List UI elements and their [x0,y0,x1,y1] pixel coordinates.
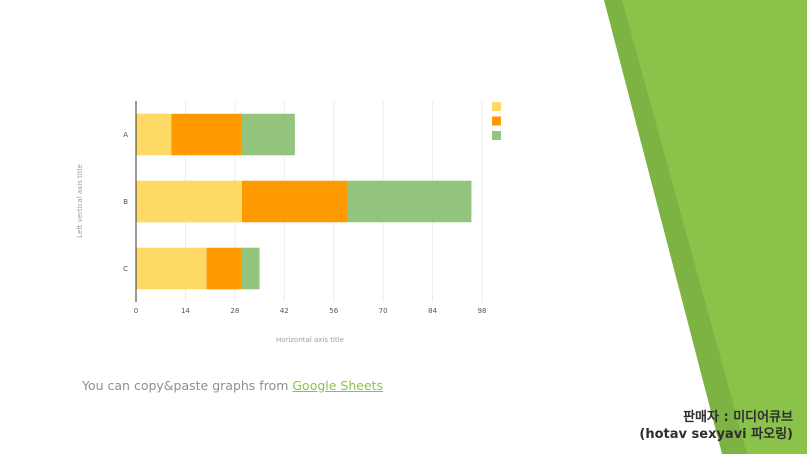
bar-segment-B-3 [347,180,472,223]
x-tick-label: 14 [181,307,190,315]
bar-segment-A-1 [136,113,172,156]
y-tick-label: C [123,265,128,273]
light-green-stripe [622,0,807,454]
x-tick-label: 84 [428,307,437,315]
x-tick-label: 0 [134,307,138,315]
legend-swatch-2 [492,116,501,126]
x-tick-label: 70 [379,307,388,315]
x-axis-title: Horizontal axis title [276,336,344,344]
caption-text: You can copy&paste graphs from [82,378,293,393]
bar-segment-C-3 [241,247,260,290]
bar-segment-A-3 [241,113,295,156]
y-tick-label: B [123,198,128,206]
y-tick-label: A [123,131,128,139]
x-tick-label: 28 [230,307,239,315]
bars [136,113,472,290]
bar-segment-B-2 [241,180,348,223]
bar-segment-A-2 [171,113,242,156]
x-tick-label: 42 [280,307,289,315]
bar-segment-B-1 [136,180,242,223]
legend-swatch-3 [492,131,501,140]
legend [492,102,501,140]
seller-line-2: (hotav sexyavi 파오링) [639,427,793,442]
caption: You can copy&paste graphs from Google Sh… [82,378,383,393]
tick-labels: 0 14 28 42 56 70 84 98 A B C [123,131,486,315]
seller-line-1: 판매자 : 미디어큐브 [683,410,793,425]
y-axis-title: Left vertical axis title [76,164,84,238]
x-tick-label: 56 [329,307,338,315]
bar-segment-C-1 [136,247,207,290]
x-tick-label: 98 [478,307,487,315]
seller-info: 판매자 : 미디어큐브 (hotav sexyavi 파오링) [639,409,793,443]
legend-swatch-1 [492,102,501,111]
google-sheets-link[interactable]: Google Sheets [292,378,384,393]
bar-segment-C-2 [206,247,242,290]
